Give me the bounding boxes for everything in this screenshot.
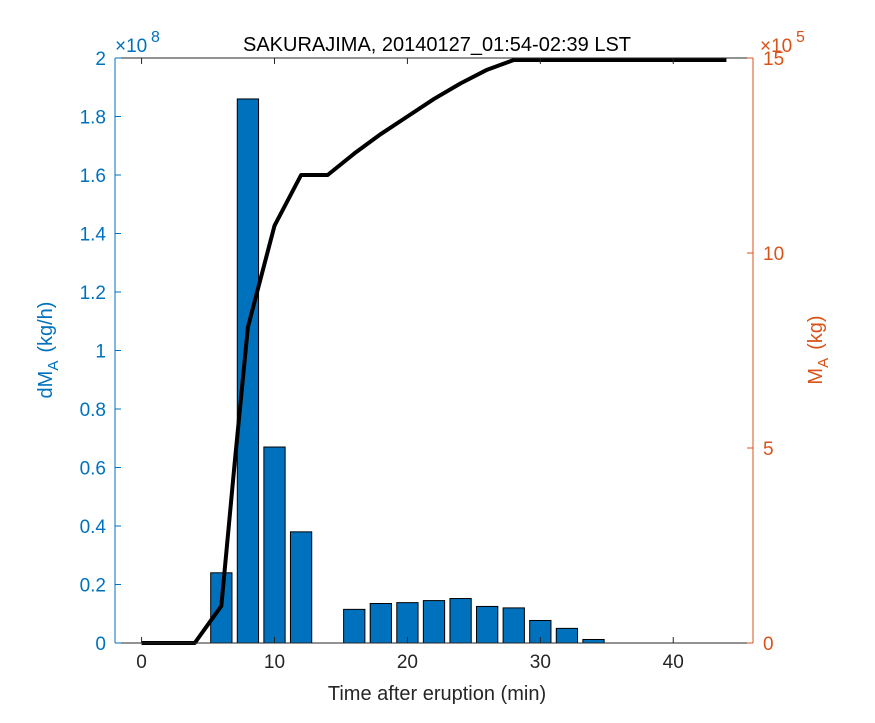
svg-text:×10: ×10: [760, 36, 792, 57]
y-tick-label-left: 1: [95, 342, 106, 363]
y-tick-label-left: 1.2: [80, 283, 106, 304]
bar: [476, 605, 499, 644]
y-tick-label-left: 0: [95, 634, 106, 655]
bar: [555, 627, 579, 644]
x-tick-label: 10: [264, 652, 285, 673]
y-tick-label-right: 10: [763, 244, 784, 265]
bar: [289, 531, 313, 644]
y-tick-label-left: 0.4: [80, 517, 107, 538]
y-tick-label-left: 1.4: [80, 225, 107, 246]
y-tick-label-left: 0.6: [80, 459, 106, 480]
y-tick-label-left: 2: [95, 49, 106, 70]
y-tick-label-left: 1.8: [80, 108, 106, 129]
y-tick-label-right: 5: [763, 439, 774, 460]
bars-layer: [210, 98, 605, 644]
bar: [263, 446, 286, 644]
y-tick-label-left: 0.8: [80, 400, 106, 421]
x-tick-label: 20: [397, 652, 418, 673]
x-tick-label: 30: [530, 652, 551, 673]
x-tick-label: 40: [663, 652, 684, 673]
y-tick-label-right: 15: [763, 49, 784, 70]
y-tick-label-left: 0.2: [80, 576, 106, 597]
svg-text:×10: ×10: [115, 36, 147, 57]
cumulative-line: [141, 58, 727, 645]
svg-text:8: 8: [151, 29, 160, 46]
bar: [422, 600, 446, 644]
bar: [236, 98, 260, 644]
x-tick-label: 0: [136, 652, 147, 673]
axes-layer: 0 10 20 30 4000.20.40.60.811.21.41.61.820510…: [80, 49, 785, 673]
bar: [582, 638, 605, 644]
bar: [396, 602, 419, 644]
plot-area: [115, 58, 753, 643]
right-exponent: ×10 5: [760, 29, 805, 57]
bar: [369, 603, 392, 644]
y-tick-label-left: 1.6: [80, 166, 106, 187]
line-layer: [141, 58, 727, 645]
y-axis-label-left: dMA(kg/h): [35, 302, 62, 399]
bar: [343, 608, 366, 644]
left-exponent: ×10 8: [115, 29, 160, 57]
bar: [449, 598, 472, 644]
svg-text:5: 5: [796, 29, 805, 46]
x-axis-label: Time after eruption (min): [328, 683, 546, 705]
y-axis-label-right: MA(kg): [805, 315, 832, 384]
y-tick-label-right: 0: [763, 634, 774, 655]
chart-title: SAKURAJIMA, 20140127_01:54-02:39 LST: [243, 34, 631, 56]
bar: [502, 607, 525, 644]
